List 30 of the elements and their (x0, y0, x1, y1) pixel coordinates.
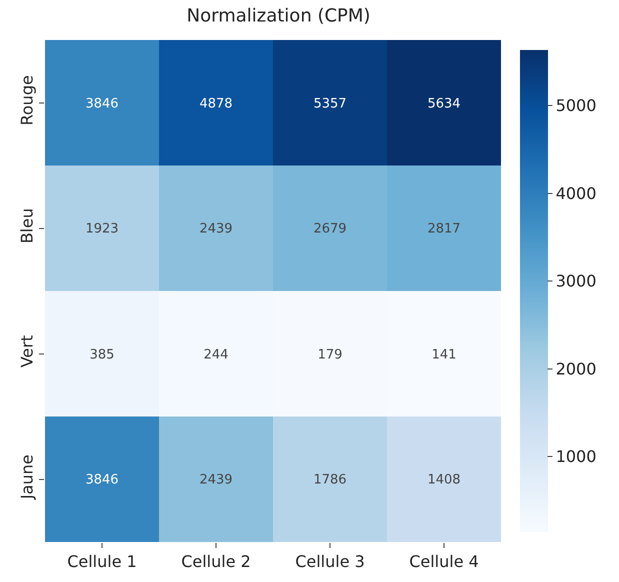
data-label: 2679 (313, 222, 347, 237)
data-label: 3846 (85, 472, 119, 488)
color-bar-label: 3000 (556, 272, 596, 291)
data-label: 1408 (427, 472, 461, 488)
x-tick-label: Cellule 1 (67, 552, 137, 572)
y-tick-label: Bleu (18, 208, 37, 244)
data-label: 179 (318, 348, 342, 363)
color-bar-label: 2000 (556, 359, 596, 378)
data-label: 5357 (313, 96, 347, 112)
chart-title: Normalization (CPM) (186, 5, 370, 26)
color-bar-label: 1000 (556, 447, 596, 466)
x-tick-label: Cellule 3 (295, 552, 365, 572)
data-label: 385 (90, 348, 114, 363)
data-label: 2439 (199, 472, 233, 488)
y-tick-label: Rouge (18, 75, 37, 126)
data-label: 141 (432, 348, 456, 363)
data-label: 1923 (85, 222, 119, 237)
data-label: 2817 (427, 222, 461, 237)
data-label: 5634 (427, 96, 461, 112)
data-label: 1786 (313, 472, 347, 488)
x-tick-label: Cellule 2 (181, 552, 251, 572)
color-bar-label: 4000 (556, 184, 596, 203)
x-tick-label: Cellule 4 (409, 552, 479, 572)
data-label: 4878 (199, 96, 233, 112)
data-label: 244 (204, 348, 228, 363)
data-label: 2439 (199, 222, 233, 237)
y-tick-label: Jaune (18, 454, 37, 500)
y-tick-label: Vert (18, 335, 37, 368)
data-label: 3846 (85, 96, 119, 112)
color-bar-label: 5000 (556, 96, 596, 116)
